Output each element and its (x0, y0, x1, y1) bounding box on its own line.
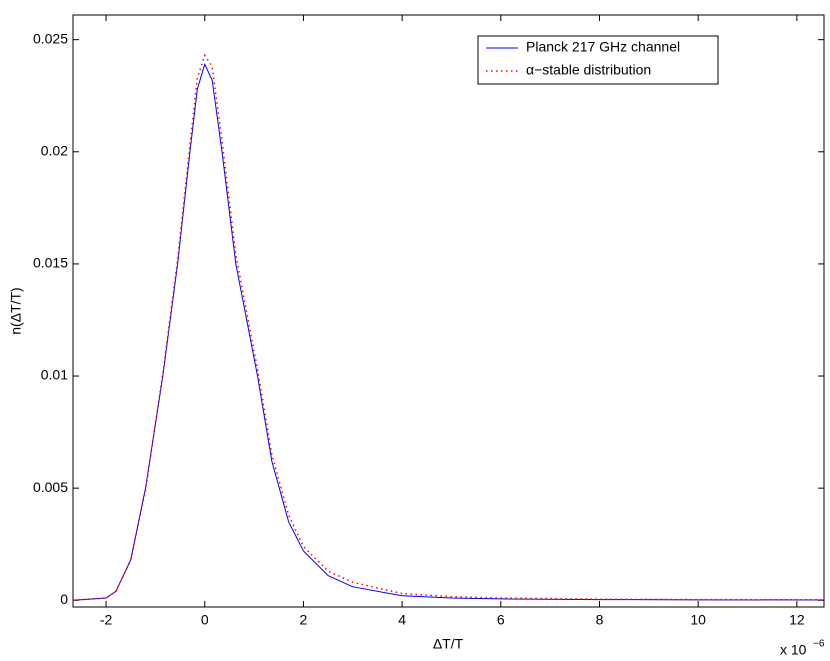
x-multiplier-exponent: −6 (813, 639, 825, 650)
plot-frame (72, 14, 825, 608)
x-tick-label: -2 (100, 612, 113, 628)
y-tick-label: 0 (60, 591, 68, 607)
x-tick-label: 2 (300, 612, 308, 628)
y-tick-label: 0.01 (41, 367, 68, 383)
x-tick-label: 0 (201, 612, 209, 628)
x-tick-label: 10 (690, 612, 706, 628)
x-tick-label: 4 (398, 612, 406, 628)
y-tick-label: 0.015 (33, 255, 68, 271)
x-tick-label: 12 (789, 612, 805, 628)
series-line (72, 62, 825, 601)
legend-label: Planck 217 GHz channel (526, 39, 680, 55)
x-multiplier: x 10 (780, 642, 807, 658)
series-line (72, 53, 825, 602)
x-tick-label: 6 (497, 612, 505, 628)
y-axis-label: n(ΔT/T) (8, 287, 24, 334)
x-tick-label: 8 (596, 612, 604, 628)
y-tick-label: 0.005 (33, 479, 68, 495)
legend-label: α−stable distribution (526, 62, 651, 78)
x-axis-label: ΔT/T (433, 636, 464, 652)
y-tick-label: 0.025 (33, 30, 68, 46)
y-tick-label: 0.02 (41, 142, 68, 158)
legend-box (477, 35, 719, 85)
